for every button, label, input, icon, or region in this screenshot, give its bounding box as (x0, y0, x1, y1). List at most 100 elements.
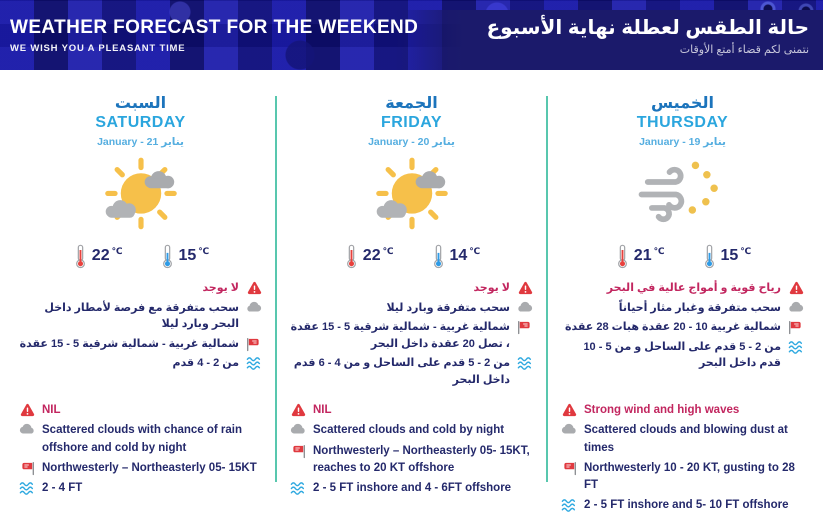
low-temp-value: 15 (178, 247, 197, 265)
waves-row-arabic: من 2 - 5 قدم على الساحل و من 4 - 6 قدم د… (289, 355, 534, 388)
thermometer-red-icon (343, 244, 361, 269)
low-temp-value: 15 (720, 247, 739, 265)
sun-with-clouds-icon (289, 150, 534, 240)
waves-row-arabic: من 2 - 4 قدم (18, 355, 263, 372)
clouds-row-arabic: سحب متفرقة مع فرصة لأمطار داخل البحر وبا… (18, 300, 263, 333)
waves-row-arabic: من 2 - 5 قدم على الساحل و من 5 - 10 قدم … (560, 339, 805, 372)
forecast-column-friday: الجمعة FRIDAY January - 20 يناير (277, 94, 546, 497)
arabic-details: لا يوجد سحب متفرقة مع فرصة لأمطار داخل ا… (18, 280, 263, 394)
wind-row-arabic: شمالية غربية - شمالية شرقية 5 - 15 عقدة (18, 336, 263, 353)
header-banner: WEATHER FORECAST FOR THE WEEKEND WE WISH… (0, 0, 823, 70)
wind-flag-icon (560, 461, 578, 476)
low-temp-value: 14 (449, 247, 468, 265)
wind-with-dust-icon (560, 150, 805, 240)
date-english: January - 19 (639, 136, 701, 149)
wind-flag-icon (516, 320, 534, 335)
arabic-details: رياح قوية و أمواج عالية في البحر سحب متف… (560, 280, 805, 394)
day-header: الجمعة FRIDAY January - 20 يناير (289, 94, 534, 148)
thermometer-blue-icon (701, 244, 719, 269)
sea-waves-icon (516, 356, 534, 371)
sun-with-clouds-icon (18, 150, 263, 240)
forecast-column-saturday: السبت SATURDAY January - 21 يناير (6, 94, 275, 497)
arabic-details: لا يوجد سحب متفرقة وبارد ليلا شمالية غرب… (289, 280, 534, 394)
high-temperature: 22 ℃ (72, 243, 123, 269)
header-arabic-block: حالة الطقس لعطلة نهاية الأسبوع نتمنى لكم… (486, 15, 809, 56)
forecast-columns: السبت SATURDAY January - 21 يناير (0, 70, 823, 513)
alert-triangle-icon (560, 403, 578, 417)
day-header: الخميس THURSDAY January - 19 يناير (560, 94, 805, 148)
thermometer-blue-icon (159, 244, 177, 269)
cloud-icon (560, 423, 578, 434)
waves-row-english: 2 - 5 FT inshore and 5- 10 FT offshore (560, 497, 805, 514)
clouds-row-english: Scattered clouds and cold by night (289, 422, 534, 439)
wind-row-arabic: شمالية غربية - شمالية شرقية 5 - 15 عقدة … (289, 319, 534, 352)
header-english-block: WEATHER FORECAST FOR THE WEEKEND WE WISH… (10, 17, 418, 54)
date-month-arabic: يناير (703, 136, 726, 149)
sea-waves-icon (245, 356, 263, 371)
day-name-arabic: السبت (114, 95, 167, 112)
column-divider (546, 96, 548, 482)
cloud-icon (787, 301, 805, 312)
date-label: January - 20 يناير (289, 136, 534, 148)
alert-triangle-icon (289, 403, 307, 417)
date-month-arabic: يناير (161, 136, 184, 149)
cloud-icon (18, 423, 36, 434)
sea-waves-icon (787, 340, 805, 355)
low-temperature: 14 ℃ (430, 243, 481, 269)
day-name-english: FRIDAY (380, 114, 443, 132)
temp-unit: ℃ (111, 246, 123, 257)
warning-row-english: NIL (289, 402, 534, 419)
day-name-arabic: الخميس (651, 95, 714, 112)
warning-row-arabic: رياح قوية و أمواج عالية في البحر (560, 280, 805, 297)
forecast-column-thursday: الخميس THURSDAY January - 19 يناير (548, 94, 817, 513)
temp-unit: ℃ (382, 246, 394, 257)
page-title: WEATHER FORECAST FOR THE WEEKEND (10, 16, 419, 38)
cloud-icon (289, 423, 307, 434)
wind-row-english: Northwesterly 10 - 20 KT, gusting to 28 … (560, 460, 805, 495)
high-temperature: 21 ℃ (614, 243, 665, 269)
day-header: السبت SATURDAY January - 21 يناير (18, 94, 263, 148)
wind-row-arabic: شمالية غربية 10 - 20 عقدة هبات 28 عقدة (560, 319, 805, 336)
alert-triangle-icon (787, 281, 805, 295)
english-details: NIL Scattered clouds with chance of rain… (18, 402, 263, 497)
thermometer-blue-icon (430, 244, 448, 269)
high-temp-value: 22 (91, 247, 110, 265)
temperature-row: 22 ℃ 15 ℃ (18, 240, 263, 272)
clouds-row-english: Scattered clouds with chance of rain off… (18, 422, 263, 457)
warning-row-english: Strong wind and high waves (560, 402, 805, 419)
clouds-row-english: Scattered clouds and blowing dust at tim… (560, 422, 805, 457)
sea-waves-icon (560, 498, 578, 513)
high-temperature: 22 ℃ (343, 243, 394, 269)
warning-row-english: NIL (18, 402, 263, 419)
cloud-icon (516, 301, 534, 312)
waves-row-english: 2 - 4 FT (18, 480, 263, 497)
temp-unit: ℃ (653, 246, 665, 257)
wind-flag-icon (245, 337, 263, 352)
date-english: January - 20 (368, 136, 430, 149)
date-label: January - 19 يناير (560, 136, 805, 148)
alert-triangle-icon (516, 281, 534, 295)
page-subtitle: WE WISH YOU A PLEASANT TIME (10, 42, 186, 54)
high-temp-value: 21 (633, 247, 652, 265)
day-name-english: THURSDAY (636, 114, 729, 132)
wind-row-english: Northwesterly – Northeasterly 05- 15KT, … (289, 443, 534, 478)
high-temp-value: 22 (362, 247, 381, 265)
low-temperature: 15 ℃ (159, 243, 209, 269)
temperature-row: 21 ℃ 15 ℃ (560, 240, 805, 272)
day-name-arabic: الجمعة (385, 95, 438, 112)
waves-row-english: 2 - 5 FT inshore and 4 - 6FT offshore (289, 480, 534, 497)
alert-triangle-icon (18, 403, 36, 417)
english-details: Strong wind and high waves Scattered clo… (560, 402, 805, 515)
cloud-icon (245, 301, 263, 312)
page-title-arabic: حالة الطقس لعطلة نهاية الأسبوع (486, 16, 809, 39)
warning-row-arabic: لا يوجد (18, 280, 263, 297)
date-label: January - 21 يناير (18, 136, 263, 148)
column-divider (275, 96, 277, 482)
date-month-arabic: يناير (432, 136, 455, 149)
warning-row-arabic: لا يوجد (289, 280, 534, 297)
low-temperature: 15 ℃ (701, 243, 751, 269)
thermometer-red-icon (614, 244, 632, 269)
banner-navy-panel (395, 10, 823, 70)
temp-unit: ℃ (469, 246, 481, 257)
